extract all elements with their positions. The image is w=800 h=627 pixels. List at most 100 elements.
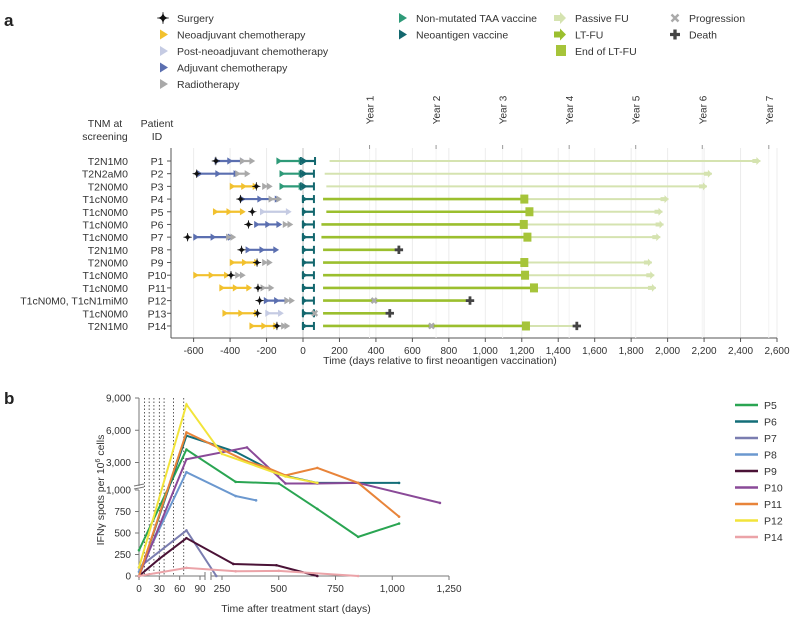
neoantigen-vaccine-bar	[299, 182, 315, 191]
patient-id-label: P14	[148, 321, 167, 333]
legend-item-p5: P5	[735, 400, 777, 412]
series-p5	[137, 448, 401, 552]
neoantigen-vaccine-bar	[301, 271, 315, 280]
year-marker-label: Year 7	[765, 95, 776, 124]
triangle-marker	[210, 233, 217, 241]
triangle-marker	[239, 271, 246, 279]
triangle-marker	[263, 296, 270, 305]
triangle-marker	[279, 170, 286, 178]
panel-a-legend: Surgery Neoadjuvant chemotherapy Post-neoa…	[156, 11, 745, 91]
end-ltfu-square-icon	[520, 258, 529, 268]
triangle-marker	[226, 208, 233, 216]
triangle-marker	[276, 220, 283, 229]
data-point	[277, 569, 281, 573]
data-point	[438, 501, 442, 505]
surgery-star-icon	[252, 258, 262, 267]
post-neoadjuvant-chemo-bar	[260, 208, 292, 216]
data-point	[234, 450, 237, 454]
series-line	[138, 431, 400, 577]
legend-label-surgery: Surgery	[177, 13, 215, 25]
legend-label: P7	[764, 433, 777, 445]
x-tick-label: 1,250	[436, 584, 461, 595]
triangle-marker	[268, 284, 275, 292]
legend-label-lt-fu: LT-FU	[575, 30, 603, 42]
legend-label: P6	[764, 417, 777, 429]
triangle-marker	[238, 309, 245, 317]
patient-id-label: P6	[151, 219, 164, 231]
triangle-marker	[301, 246, 308, 254]
y-tick-label: 6,000	[106, 426, 131, 437]
legend-label: P5	[764, 400, 777, 412]
post-neoadjuvant-chemotherapy-triangle-icon	[160, 46, 168, 56]
data-point	[185, 566, 188, 570]
series-line	[138, 402, 318, 568]
triangle-marker	[279, 182, 286, 190]
timeline-x-label: Time (days relative to first neoantigen …	[323, 355, 557, 367]
surgery-star-icon	[156, 11, 170, 25]
progression-x-icon	[428, 322, 435, 330]
data-point	[137, 548, 141, 552]
legend-label-adjuvant-chemotherapy: Adjuvant chemotherapy	[177, 63, 288, 75]
triangle-marker	[301, 182, 308, 190]
adjuvant-chemo-bar	[245, 246, 280, 254]
triangle-marker	[301, 208, 308, 216]
series-p9	[137, 536, 319, 578]
pid-header-line1: Patient	[141, 118, 174, 130]
neoantigen-vaccine-bar	[301, 258, 315, 267]
radiotherapy-bar	[235, 170, 251, 178]
passive-fu-arrow-icon	[652, 233, 661, 242]
panel-b-legend: P5 P6 P7 P8 P9 P10 P11 P12 P14	[735, 400, 783, 544]
data-point	[275, 563, 278, 567]
data-point	[234, 494, 237, 498]
triangle-marker	[276, 157, 283, 165]
data-point	[277, 482, 281, 485]
patient-id-label: P5	[151, 207, 164, 219]
triangle-marker	[276, 195, 283, 203]
triangle-marker	[241, 182, 247, 190]
data-point	[397, 515, 401, 518]
series-line	[138, 566, 359, 577]
neoantigen-vaccine-bar	[301, 233, 315, 242]
lt-fu-arrow-icon	[554, 28, 566, 41]
surgery-star-icon	[252, 182, 261, 191]
triangle-marker	[273, 246, 280, 254]
triangle-marker	[281, 322, 287, 330]
surgery-star-icon	[244, 220, 253, 229]
legend-label-passive-fu: Passive FU	[575, 13, 629, 25]
radiotherapy-bar	[226, 233, 237, 241]
triangle-marker	[208, 271, 215, 279]
legend-item-p12: P12	[735, 516, 783, 528]
passive-fu-bar	[533, 283, 656, 292]
series-p6	[137, 434, 401, 578]
tnm-label: T1cN0M0	[82, 219, 128, 231]
ifn-y-label: IFNγ spots per 106 cells	[95, 435, 107, 546]
triangle-marker	[254, 220, 260, 229]
data-point	[316, 574, 319, 578]
patient-id-label: P1	[151, 156, 164, 168]
series-p10	[137, 446, 442, 578]
triangle-marker	[193, 271, 200, 279]
y-axis-break-mark	[133, 483, 145, 490]
patient-id-label: P2	[151, 169, 164, 181]
x-tick-label: 2,200	[692, 346, 717, 357]
surgery-star-icon	[192, 169, 201, 178]
neoantigen-vaccine-bar	[299, 169, 315, 178]
surgery-star-icon	[272, 321, 282, 331]
triangle-marker	[301, 233, 308, 241]
x-tick-label: 2,000	[655, 346, 680, 357]
year-marker-label: Year 2	[432, 95, 443, 124]
triangle-marker	[260, 208, 266, 216]
tnm-label: T2N0M0	[88, 181, 128, 193]
x-tick-label: 2,400	[728, 346, 753, 357]
x-tick-label: 1,200	[509, 346, 534, 357]
legend-item-p11: P11	[735, 499, 782, 511]
y-tick-label: 250	[114, 550, 131, 561]
neoantigen-vaccine-bar	[299, 157, 317, 165]
y-tick-label: 3,000	[106, 458, 131, 469]
panel-b-label: b	[4, 389, 14, 408]
x-tick-label: -400	[220, 346, 240, 357]
triangle-marker	[268, 195, 275, 203]
passive-fu-arrow-icon	[703, 169, 712, 178]
passive-fu-arrow-icon	[554, 12, 566, 24]
passive-fu-arrow-icon	[698, 182, 707, 191]
